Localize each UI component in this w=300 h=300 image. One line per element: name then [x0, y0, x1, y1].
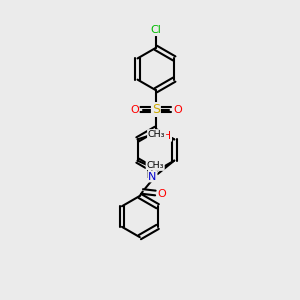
- Text: OH: OH: [155, 131, 171, 141]
- Text: S: S: [152, 103, 160, 116]
- Text: CH₃: CH₃: [146, 161, 164, 170]
- Text: O: O: [130, 104, 139, 115]
- Text: O: O: [158, 190, 167, 200]
- Text: CH₃: CH₃: [148, 130, 165, 139]
- Text: H: H: [146, 170, 153, 180]
- Text: O: O: [173, 104, 182, 115]
- Text: N: N: [148, 172, 157, 182]
- Text: Cl: Cl: [151, 25, 161, 35]
